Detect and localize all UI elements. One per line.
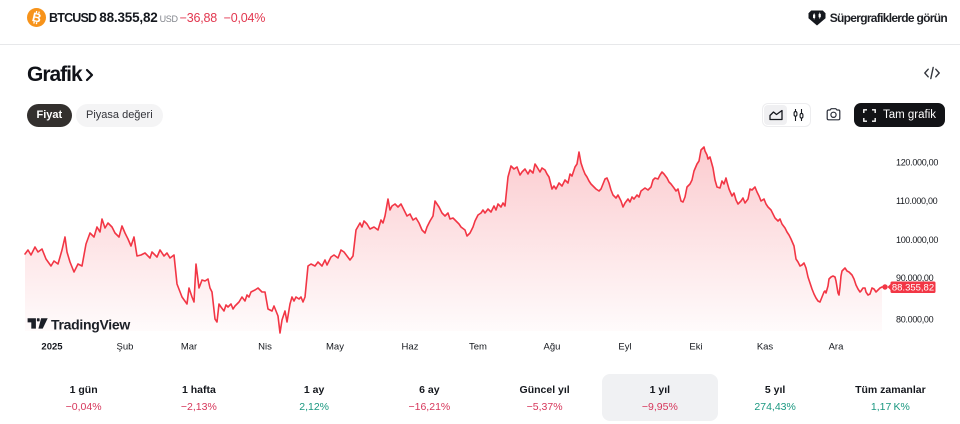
svg-text:May: May: [326, 342, 344, 353]
svg-text:2025: 2025: [41, 342, 63, 353]
svg-text:Mar: Mar: [181, 342, 197, 353]
svg-text:B: B: [31, 10, 43, 26]
svg-text:100.000,00: 100.000,00: [896, 235, 938, 245]
svg-text:110.000,00: 110.000,00: [896, 196, 938, 206]
svg-text:88.355,82: 88.355,82: [892, 282, 934, 293]
svg-text:Şub: Şub: [117, 342, 134, 353]
svg-text:Eyl: Eyl: [618, 342, 631, 353]
svg-text:Tem: Tem: [469, 342, 487, 353]
svg-text:Eki: Eki: [689, 342, 702, 353]
svg-text:TradingView: TradingView: [51, 317, 130, 333]
svg-text:Ara: Ara: [829, 342, 845, 353]
svg-text:Kas: Kas: [757, 342, 774, 353]
svg-text:80.000,00: 80.000,00: [896, 315, 934, 325]
svg-text:120.000,00: 120.000,00: [896, 158, 938, 168]
svg-text:Haz: Haz: [402, 342, 419, 353]
svg-text:Ağu: Ağu: [544, 342, 561, 353]
svg-text:Nis: Nis: [258, 342, 272, 353]
svg-text:90.000,00: 90.000,00: [896, 273, 934, 283]
